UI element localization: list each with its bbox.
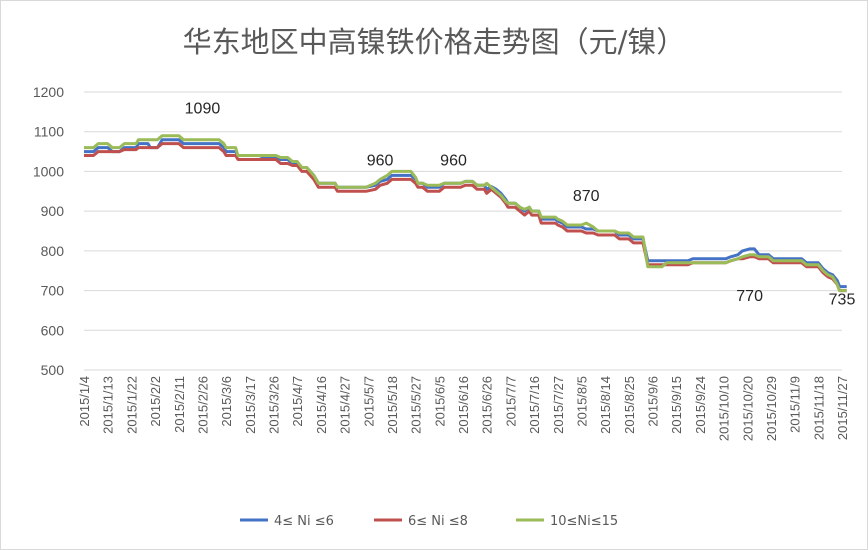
y-tick-label: 500: [41, 362, 65, 378]
x-tick-label: 2015/10/29: [764, 376, 779, 441]
y-tick-label: 900: [41, 203, 65, 219]
x-tick-label: 2015/4/7: [290, 376, 305, 427]
series-lines: [84, 134, 847, 293]
x-tick-label: 2015/8/5: [574, 376, 589, 427]
legend-label-2: 6≤ Ni ≤8: [408, 514, 468, 529]
data-label: 960: [367, 152, 394, 169]
chart-title: 华东地区中高镍铁价格走势图（元/镍）: [183, 25, 686, 59]
x-tick-label: 2015/4/27: [338, 376, 353, 434]
x-tick-label: 2015/11/18: [811, 376, 826, 440]
data-label: 770: [736, 288, 763, 305]
x-tick-label: 2015/1/22: [124, 376, 139, 434]
x-tick-label: 2015/8/25: [622, 376, 637, 434]
x-tick-label: 2015/10/20: [740, 376, 755, 441]
x-tick-label: 2015/7/16: [527, 376, 542, 434]
x-tick-label: 2015/6/26: [480, 376, 495, 434]
x-tick-label: 2015/2/2: [148, 376, 163, 427]
y-tick-label: 1000: [33, 163, 64, 179]
data-label: 1090: [185, 101, 221, 118]
data-label: 960: [440, 152, 467, 169]
legend-label-1: 4≤ Ni ≤6: [274, 514, 334, 529]
x-tick-label: 2015/9/24: [693, 376, 708, 434]
x-tick-label: 2015/6/5: [432, 376, 447, 427]
x-tick-label: 2015/3/6: [219, 376, 234, 427]
x-tick-label: 2015/9/6: [646, 376, 661, 427]
data-label: 870: [573, 188, 600, 205]
x-tick-label: 2015/5/18: [385, 376, 400, 434]
x-tick-label: 2015/7/27: [551, 376, 566, 434]
y-tick-label: 700: [41, 283, 65, 299]
x-tick-label: 2015/8/14: [598, 376, 613, 434]
x-tick-label: 2015/3/26: [267, 376, 282, 434]
x-tick-label: 2015/4/16: [314, 376, 329, 434]
x-tick-label: 2015/9/15: [669, 376, 684, 434]
x-tick-label: 2015/2/26: [195, 376, 210, 434]
y-axis-ticks: 500 600 700 800 900 1000 1100 1200: [33, 84, 64, 378]
y-tick-label: 800: [41, 243, 65, 259]
x-tick-label: 2015/6/16: [456, 376, 471, 434]
x-tick-label: 2015/5/27: [409, 376, 424, 434]
x-tick-label: 2015/7/7: [503, 376, 518, 427]
data-label: 735: [829, 292, 856, 309]
x-axis-ticks: 2015/1/4 2015/1/13 2015/1/22 2015/2/2 2015/2…: [77, 376, 850, 441]
x-tick-label: 2015/1/13: [101, 376, 116, 434]
x-tick-label: 2015/5/7: [361, 376, 376, 427]
data-annotations: 1090 960 960 870 770 735: [185, 101, 856, 309]
x-tick-label: 2015/11/27: [835, 376, 850, 440]
legend-label-3: 10≤Ni≤15: [550, 514, 618, 529]
x-tick-label: 2015/3/17: [243, 376, 258, 434]
legend: 4≤ Ni ≤6 6≤ Ni ≤8 10≤Ni≤15: [240, 514, 618, 529]
x-tick-label: 2015/2/11: [172, 376, 187, 433]
y-tick-label: 600: [41, 322, 65, 338]
y-tick-label: 1100: [34, 124, 64, 140]
gridlines: [84, 91, 842, 371]
series-line-3: [84, 134, 847, 293]
x-tick-label: 2015/1/4: [77, 376, 92, 427]
x-tick-label: 2015/11/9: [788, 376, 803, 433]
x-tick-label: 2015/10/10: [717, 376, 732, 441]
y-tick-label: 1200: [33, 84, 64, 100]
